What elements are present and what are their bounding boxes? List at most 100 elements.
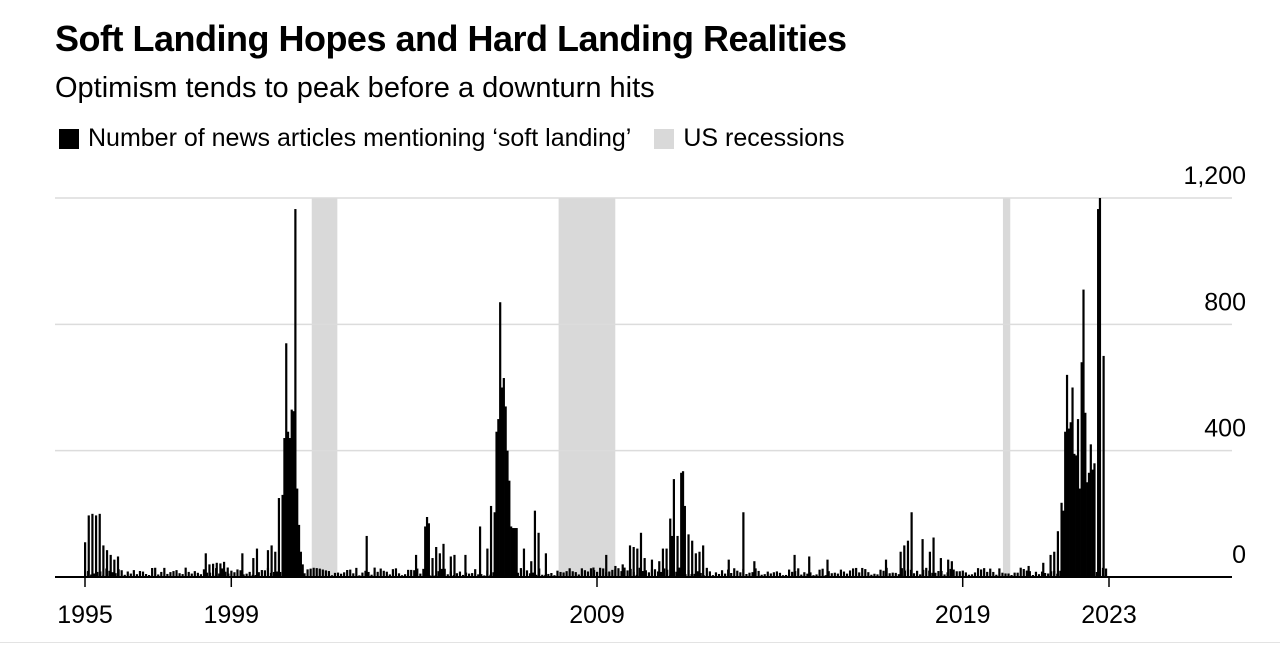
bar (169, 572, 172, 577)
bar (446, 574, 449, 577)
bar (995, 574, 998, 577)
bar (274, 551, 277, 577)
bar (932, 537, 935, 577)
bar (894, 572, 897, 577)
bar (693, 573, 696, 577)
bar (126, 571, 129, 577)
bar (852, 568, 855, 577)
bar (818, 569, 821, 577)
bar (138, 570, 142, 577)
bar (899, 551, 902, 577)
bar (958, 571, 961, 577)
bar (364, 570, 367, 577)
bar (797, 568, 800, 577)
legend-label-articles: Number of news articles mentioning ‘soft… (88, 124, 632, 152)
bar (676, 535, 679, 577)
bar (644, 570, 647, 577)
bar (499, 302, 502, 577)
bar (1013, 572, 1016, 577)
bar (628, 545, 632, 577)
bar (983, 568, 986, 577)
bar (93, 573, 96, 577)
bar (955, 571, 958, 577)
bar (720, 570, 724, 577)
bar (1098, 198, 1102, 577)
bar (888, 573, 891, 577)
bar (1044, 572, 1047, 577)
bar (105, 550, 109, 577)
bar (321, 569, 324, 577)
bar (299, 551, 302, 577)
bar (212, 563, 215, 577)
bar (1037, 574, 1041, 577)
bar (233, 572, 236, 577)
bar (1060, 502, 1063, 577)
bar (160, 571, 163, 577)
bar (1089, 444, 1092, 577)
bar (1034, 571, 1038, 577)
legend: Number of news articles mentioning ‘soft… (59, 124, 845, 153)
bar (343, 572, 346, 577)
bar (1028, 571, 1031, 577)
bar (178, 573, 181, 577)
bar (120, 570, 123, 577)
bar (414, 554, 418, 577)
y-tick-label: 800 (1204, 288, 1246, 316)
bar (605, 554, 608, 577)
bar (461, 574, 465, 577)
bar (778, 572, 782, 577)
bar (260, 570, 263, 577)
bar (1001, 572, 1004, 577)
bar (867, 572, 870, 577)
bar (967, 574, 971, 577)
bar (224, 571, 227, 577)
bar (836, 573, 839, 577)
bar (562, 572, 565, 577)
bar (528, 573, 532, 577)
bar (303, 573, 306, 577)
bar (1076, 419, 1080, 577)
bar (427, 523, 430, 577)
bar (290, 409, 293, 577)
bar (821, 568, 824, 577)
bar (906, 540, 910, 577)
bar (281, 494, 284, 577)
bar (1069, 422, 1072, 577)
bar (647, 572, 651, 577)
bar (583, 570, 587, 577)
bar (257, 572, 260, 577)
recession-band-2 (1002, 198, 1011, 577)
bar (730, 573, 733, 577)
bar (166, 573, 169, 577)
bar (175, 570, 178, 577)
bar (135, 574, 139, 577)
bar (199, 574, 203, 577)
bar (882, 570, 885, 577)
bar (478, 526, 482, 577)
bar (226, 567, 229, 577)
bar (327, 571, 331, 577)
bar (1097, 209, 1100, 577)
bar (109, 554, 112, 577)
bar (340, 573, 343, 577)
bar (193, 571, 196, 577)
bar (670, 535, 674, 577)
bar (641, 571, 644, 577)
y-tick-label: 0 (1232, 541, 1246, 569)
bar (998, 568, 1001, 577)
bar (788, 569, 791, 577)
bar (285, 343, 288, 577)
bar (934, 572, 937, 577)
bar (407, 569, 410, 577)
bar (202, 569, 206, 577)
bar (480, 574, 483, 577)
bar (416, 568, 419, 577)
bar (833, 572, 836, 577)
bar (928, 551, 931, 577)
bar (826, 559, 829, 577)
bar (204, 553, 207, 577)
bar (992, 571, 995, 577)
bar (355, 567, 358, 577)
bar (1053, 551, 1056, 577)
